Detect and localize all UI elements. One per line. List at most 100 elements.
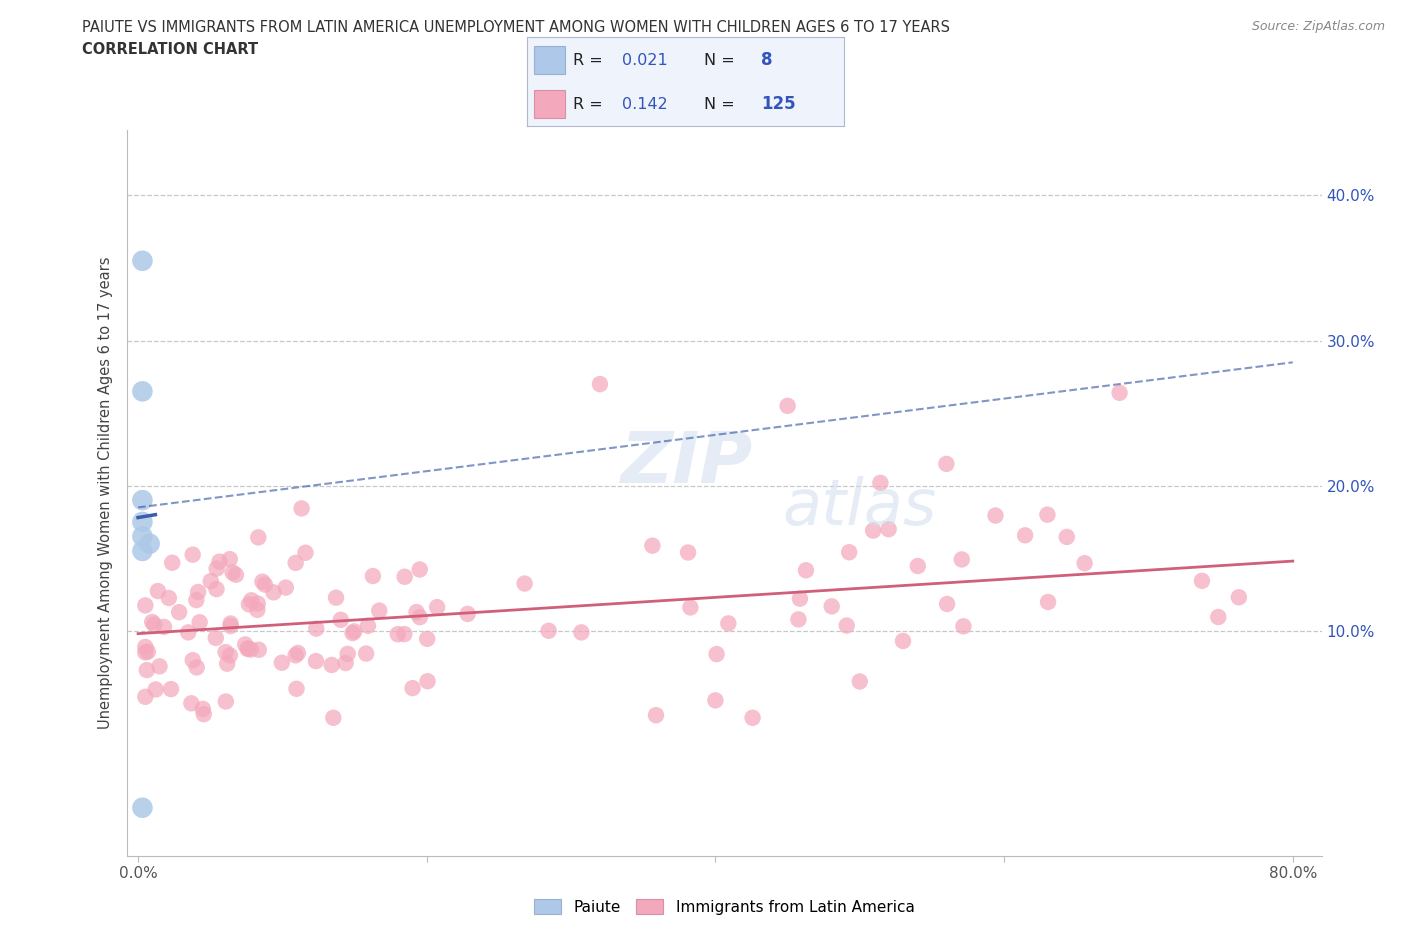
Point — [322, 711, 344, 725]
Point — [368, 604, 391, 618]
Point — [193, 707, 215, 722]
Point — [787, 612, 810, 627]
Text: PAIUTE VS IMMIGRANTS FROM LATIN AMERICA UNEMPLOYMENT AMONG WOMEN WITH CHILDREN A: PAIUTE VS IMMIGRANTS FROM LATIN AMERICA … — [82, 20, 949, 35]
Point — [274, 580, 297, 595]
Text: CORRELATION CHART: CORRELATION CHART — [82, 42, 257, 57]
Point — [394, 569, 416, 584]
Point — [253, 578, 276, 592]
Text: 8: 8 — [762, 51, 773, 69]
Point — [416, 673, 439, 688]
Point — [219, 618, 242, 633]
Point — [131, 514, 153, 529]
Point — [457, 606, 479, 621]
Point — [821, 599, 844, 614]
Point — [131, 384, 153, 399]
Point — [513, 576, 536, 591]
Point — [342, 626, 364, 641]
Point — [641, 538, 664, 553]
Point — [239, 642, 262, 657]
Point — [294, 545, 316, 560]
Point — [869, 475, 891, 490]
Point — [1014, 528, 1036, 543]
Point — [1073, 556, 1095, 571]
Point — [891, 633, 914, 648]
Point — [145, 682, 167, 697]
Point — [325, 591, 347, 605]
Point — [160, 555, 183, 570]
Point — [706, 646, 728, 661]
Bar — [534, 90, 565, 118]
Y-axis label: Unemployment Among Women with Children Ages 6 to 17 years: Unemployment Among Women with Children A… — [98, 257, 114, 729]
Point — [936, 596, 959, 611]
Text: atlas: atlas — [783, 476, 936, 538]
Point — [131, 543, 153, 558]
Point — [935, 457, 957, 472]
Point — [357, 618, 380, 633]
Point — [221, 565, 243, 580]
Point — [246, 596, 269, 611]
Text: N =: N = — [704, 97, 735, 112]
Point — [862, 524, 884, 538]
Text: 0.021: 0.021 — [621, 53, 668, 68]
Point — [321, 658, 343, 672]
Point — [252, 574, 274, 589]
Point — [247, 530, 270, 545]
Point — [335, 656, 357, 671]
Point — [148, 658, 170, 673]
Point — [225, 567, 247, 582]
Point — [136, 644, 159, 659]
Point — [984, 508, 1007, 523]
Point — [186, 592, 208, 607]
Point — [838, 545, 860, 560]
Point — [835, 618, 858, 633]
Point — [776, 398, 799, 413]
Point — [569, 625, 592, 640]
Point — [537, 623, 560, 638]
Point — [204, 631, 226, 645]
Point — [1191, 574, 1213, 589]
Point — [238, 597, 260, 612]
Point — [188, 615, 211, 630]
Point — [160, 682, 183, 697]
Point — [1036, 594, 1059, 609]
Point — [394, 627, 416, 642]
Point — [218, 551, 240, 566]
Point — [177, 625, 200, 640]
Point — [336, 646, 359, 661]
Point — [789, 591, 811, 606]
Point — [287, 645, 309, 660]
Point — [1206, 609, 1229, 624]
Point — [405, 604, 427, 619]
Point — [247, 643, 270, 658]
Point — [907, 559, 929, 574]
Text: Source: ZipAtlas.com: Source: ZipAtlas.com — [1251, 20, 1385, 33]
Point — [200, 574, 222, 589]
Point — [361, 568, 384, 583]
Point — [284, 648, 307, 663]
Point — [219, 616, 242, 631]
Point — [1227, 590, 1250, 604]
Point — [848, 674, 870, 689]
Point — [134, 689, 156, 704]
Point — [645, 708, 668, 723]
Text: 0.142: 0.142 — [621, 97, 668, 112]
Point — [187, 585, 209, 600]
Point — [236, 642, 259, 657]
Bar — [534, 46, 565, 74]
Point — [219, 648, 242, 663]
Point — [131, 529, 153, 544]
Point — [246, 603, 269, 618]
Point — [233, 637, 256, 652]
Point — [205, 581, 228, 596]
Point — [167, 604, 190, 619]
Point — [186, 660, 208, 675]
Point — [290, 501, 312, 516]
Point — [146, 584, 169, 599]
Point — [416, 631, 439, 646]
Point — [409, 610, 432, 625]
Text: R =: R = — [574, 53, 607, 68]
Point — [217, 657, 239, 671]
Point — [387, 627, 409, 642]
Point — [794, 563, 817, 578]
Legend: Paiute, Immigrants from Latin America: Paiute, Immigrants from Latin America — [527, 893, 921, 921]
